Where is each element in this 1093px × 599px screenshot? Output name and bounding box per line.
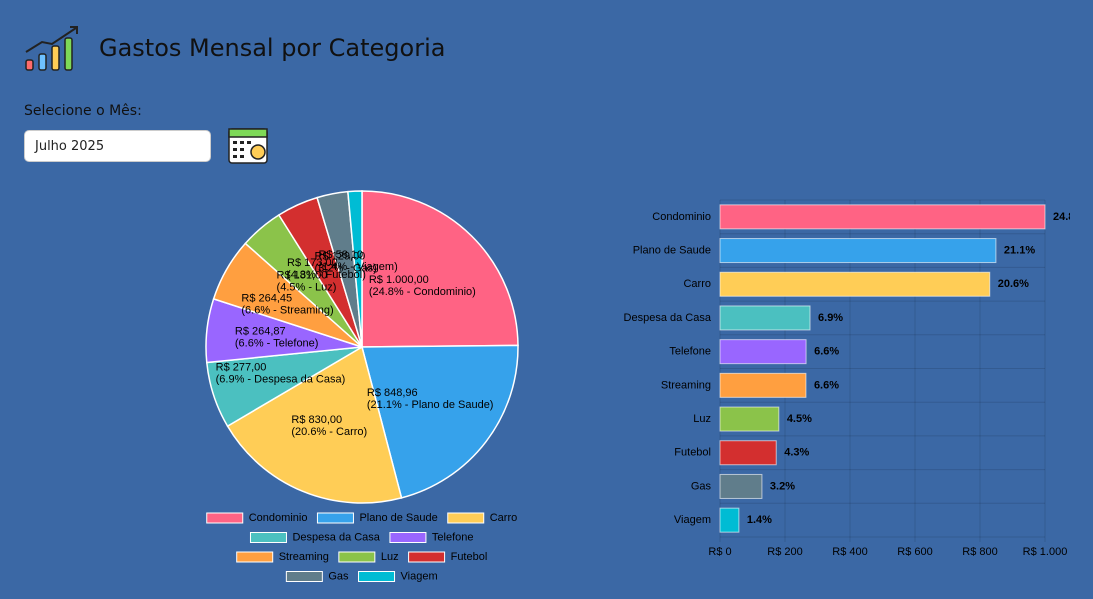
pie-share-label: (6.6% - Streaming) [241,304,333,316]
y-tick-label: Viagem [674,514,711,526]
pie-value-label: R$ 264,87 [235,326,286,338]
logo [25,26,78,71]
pie-slice [226,345,403,504]
bar [719,238,997,264]
legend-label: Condominio [249,512,308,524]
bar-share-label: 3.2% [770,480,795,492]
page-title: Gastos Mensal por Categoria [99,34,446,62]
legend-label: Futebol [451,551,488,563]
legend-item: Despesa da Casa [249,531,381,543]
legend-item: Futebol [408,551,488,563]
bar [719,406,780,432]
bar [719,339,807,365]
bar-share-label: 4.5% [787,413,812,425]
legend-item: Condominio [206,512,308,524]
pie-slice [361,344,519,499]
x-tick-label: R$ 400 [832,546,867,558]
legend-item: Streaming [236,551,329,563]
x-tick-label: R$ 0 [708,546,731,558]
legend-label: Carro [490,512,518,524]
y-tick-label: Despesa da Casa [624,312,712,324]
bar [719,271,991,297]
bar [719,473,763,499]
pie-value-label: R$ 58,10 [318,249,363,261]
legend-item: Carro [447,512,518,524]
x-tick-label: R$ 800 [962,546,997,558]
pie-share-label: (4.3% - Futebol) [287,269,366,281]
pie-share-label: (6.9% - Despesa da Casa) [216,374,346,386]
legend-label: Plano de Saude [359,512,437,524]
legend-item: Luz [338,551,399,563]
legend-label: Despesa da Casa [292,531,380,543]
legend-swatch [358,571,396,582]
bar-share-label: 24.8% [1053,211,1084,223]
y-tick-label: Futebol [674,447,711,459]
bar-share-label: 1.4% [747,514,772,526]
legend-swatch [206,512,244,524]
x-tick-label: R$ 200 [767,546,802,558]
legend-swatch [408,551,446,563]
y-tick-label: Telefone [669,346,711,358]
bar-share-label: 6.6% [814,346,839,358]
pie-slice [347,190,363,348]
legend-swatch [447,512,485,524]
bar [719,305,811,331]
pie-share-label: (24.8% - Condominio) [369,286,476,298]
pie-value-label: R$ 173,00 [287,257,338,269]
month-label: Selecione o Mês: [24,103,142,119]
pie-share-label: (1.4% - Viagem) [318,261,397,273]
legend-swatch [316,512,354,524]
y-tick-label: Carro [683,278,711,290]
legend-swatch [285,571,323,582]
x-tick-label: R$ 1.000 [1023,546,1068,558]
legend-item: Telefone [389,531,474,543]
x-tick-label: R$ 600 [897,546,932,558]
y-tick-label: Condominio [652,211,711,223]
bar-share-label: 21.1% [1004,244,1035,256]
y-tick-label: Streaming [661,379,711,391]
pie-share-label: (6.6% - Telefone) [235,338,319,350]
bars: 24.8% 21.1% 20.6% 6.9% 6.6% 6.6% 4.5% 4.3% 3.2% 1… [719,204,1084,533]
month-input[interactable]: Julho 2025 [24,130,211,162]
pie-slice [361,190,519,348]
legend-label: Gas [328,570,349,582]
pie-value-label: R$ 181,00 [277,269,328,281]
pie-value-label: R$ 264,45 [241,292,292,304]
legend-label: Viagem [401,570,438,582]
pie-value-label: R$ 830,00 [291,414,342,426]
y-tick-label: Plano de Saude [633,244,711,256]
calendar-button[interactable] [228,125,270,165]
legend-item: Gas [285,570,349,582]
pie-share-label: (4.5% - Luz) [277,281,337,293]
pie-share-label: (3.2% - Gas) [315,263,377,275]
y-tick-label: Gas [691,480,712,492]
bar-share-label: 20.6% [998,278,1029,290]
pie-value-label: R$ 277,00 [216,362,267,374]
legend-item: Viagem [358,570,438,582]
bar [719,204,1046,230]
bar-share-label: 6.9% [818,312,843,324]
legend-label: Luz [381,551,399,563]
y-tick-label: Luz [693,413,711,425]
pie-share-label: (21.1% - Plano de Saude) [367,399,494,411]
legend-swatch [249,532,287,543]
bar-share-label: 6.6% [814,379,839,391]
bar [719,372,807,398]
legend-swatch [338,551,376,563]
legend-label: Telefone [432,531,474,543]
legend-item: Plano de Saude [316,512,438,524]
pie-value-label: R$ 848,96 [367,387,418,399]
pie-value-label: R$ 129,00 [315,251,366,263]
legend-swatch [236,551,274,563]
legend-swatch [389,532,427,543]
bar [719,440,777,466]
pie-value-label: R$ 1.000,00 [369,274,429,286]
bar-share-label: 4.3% [784,447,809,459]
pie-share-label: (20.6% - Carro) [291,426,367,438]
legend-label: Streaming [279,551,329,563]
bar [719,507,740,533]
